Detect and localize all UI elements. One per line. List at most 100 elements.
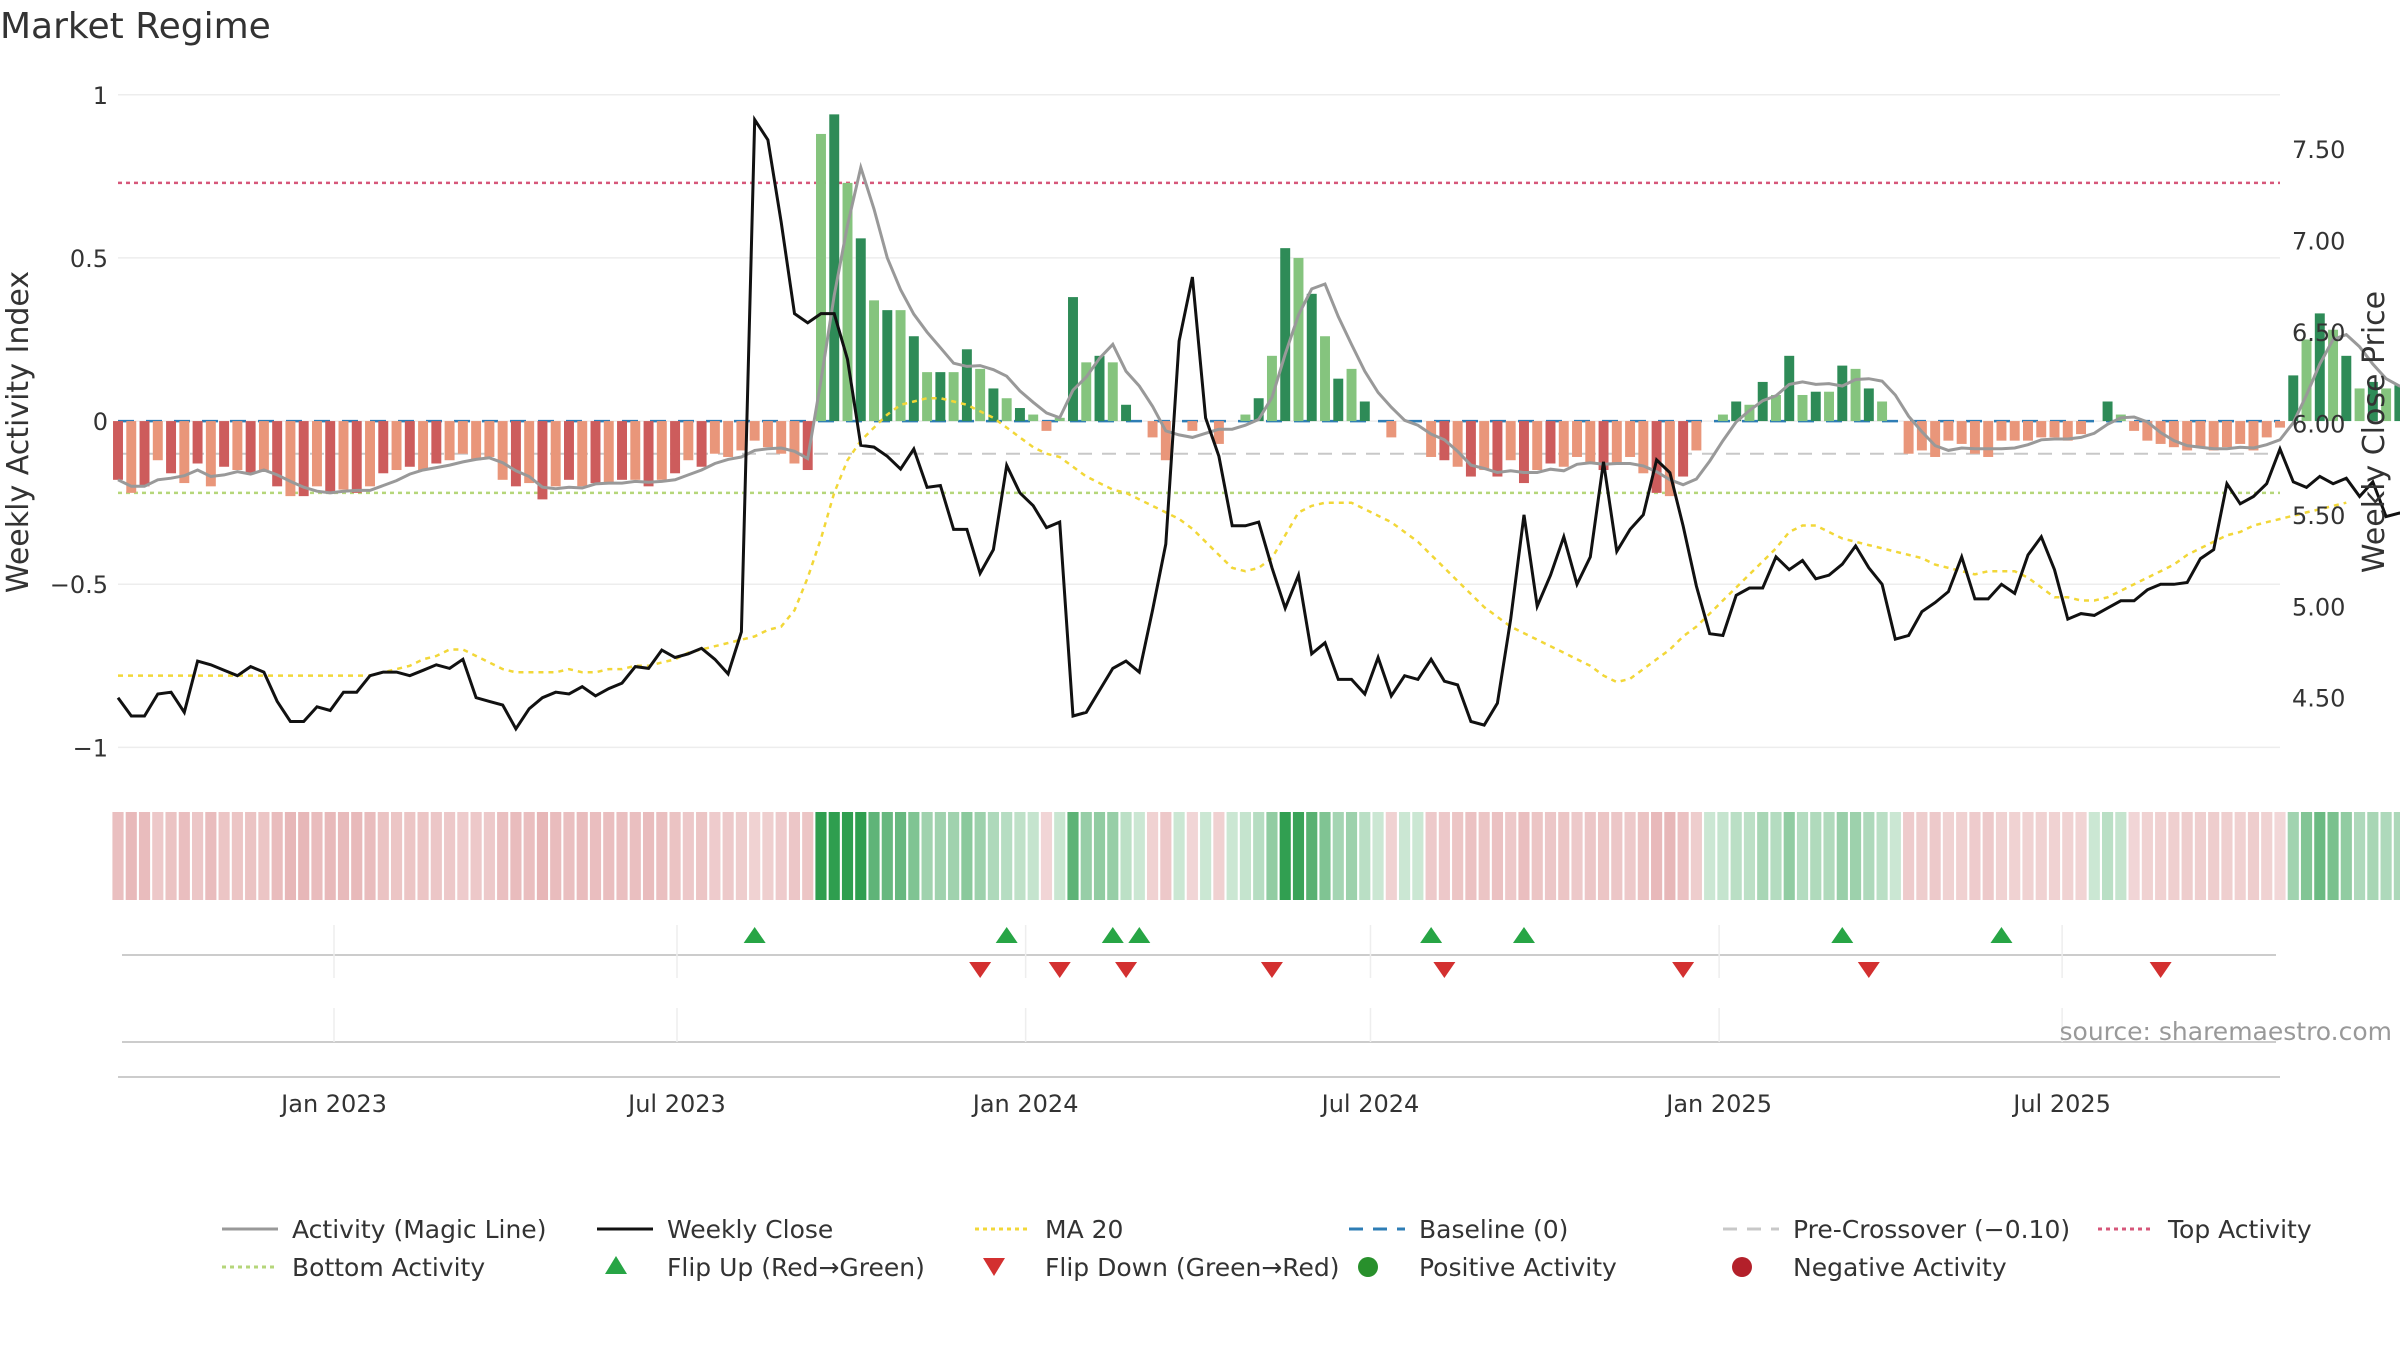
x-tick-label: Jul 2025 — [2011, 1090, 2111, 1118]
activity-bar — [179, 421, 190, 484]
regime-cell — [1903, 812, 1915, 900]
regime-cell — [1704, 812, 1716, 900]
activity-bar — [643, 421, 654, 487]
flip-up-marker — [1128, 927, 1151, 943]
activity-bar — [1028, 414, 1039, 422]
flip-up-marker — [743, 927, 766, 943]
regime-cell — [2287, 812, 2299, 900]
regime-cell — [669, 812, 681, 900]
activity-bar — [1797, 394, 1808, 422]
activity-bar — [2354, 388, 2365, 422]
regime-cell — [324, 812, 336, 900]
ma20-line — [118, 396, 2347, 684]
activity-bar — [961, 349, 972, 422]
activity-bar — [869, 300, 880, 422]
regime-cell — [311, 812, 323, 900]
regime-cell — [1982, 812, 1994, 900]
regime-cell — [1889, 812, 1901, 900]
activity-bar — [1638, 421, 1649, 474]
activity-bar — [1160, 421, 1171, 461]
activity-bar — [166, 421, 177, 474]
regime-cell — [2354, 812, 2366, 900]
flip-down-marker — [1857, 962, 1880, 978]
activity-bar — [1903, 421, 1914, 454]
activity-bar — [1359, 401, 1370, 422]
activity-bar — [404, 421, 415, 467]
regime-cell — [1664, 812, 1676, 900]
regime-cell — [1823, 812, 1835, 900]
activity-bar — [1240, 414, 1251, 422]
regime-cell — [2101, 812, 2114, 900]
activity-bar — [2275, 421, 2285, 428]
regime-cell — [1266, 812, 1278, 900]
regime-cell — [1359, 812, 1371, 900]
legend-swatch — [983, 1258, 1005, 1276]
regime-cell — [483, 812, 495, 900]
legend-item-close: Weekly Close — [597, 1215, 833, 1244]
regime-cell — [1505, 812, 1517, 900]
activity-bar — [922, 372, 933, 422]
regime-cell — [1929, 812, 1941, 900]
regime-cell — [974, 812, 986, 900]
regime-cell — [1080, 812, 1092, 900]
regime-cell — [2009, 812, 2021, 900]
activity-bar — [2394, 385, 2400, 422]
activity-bar — [2142, 421, 2153, 441]
activity-bar — [524, 421, 535, 484]
activity-bar — [2301, 339, 2312, 422]
activity-bar — [2102, 401, 2113, 422]
activity-bar — [908, 336, 919, 422]
activity-bar — [484, 421, 495, 457]
regime-cell — [2261, 812, 2273, 900]
x-tick-label: Jul 2023 — [626, 1090, 726, 1118]
regime-cell — [1306, 812, 1318, 900]
regime-cell — [1942, 812, 1954, 900]
regime-cell — [934, 812, 946, 900]
activity-bar — [1930, 421, 1941, 457]
activity-bar — [1054, 417, 1065, 422]
regime-cell — [536, 812, 549, 900]
right-tick-label: 5.50 — [2292, 502, 2345, 530]
regime-cell — [284, 812, 297, 900]
activity-bar — [1611, 421, 1622, 464]
activity-bar — [192, 421, 203, 464]
magic-line — [117, 161, 2400, 495]
activity-bar — [537, 421, 548, 500]
regime-cell — [1345, 812, 1358, 900]
regime-cell — [1810, 812, 1822, 900]
regime-cell — [961, 812, 973, 900]
legend-label: MA 20 — [1045, 1215, 1123, 1244]
regime-cell — [735, 812, 747, 900]
activity-bar — [351, 421, 362, 493]
legend-item-baseline: Baseline (0) — [1349, 1215, 1568, 1244]
regime-cell — [1544, 812, 1557, 900]
activity-bar — [1280, 248, 1291, 422]
activity-bar — [2288, 375, 2299, 422]
regime-cell — [855, 812, 867, 900]
regime-cell — [2393, 812, 2400, 900]
activity-bar — [431, 421, 442, 464]
flip-down-marker — [1260, 962, 1283, 978]
activity-bar — [1651, 421, 1662, 493]
regime-cell — [696, 812, 708, 900]
activity-bar — [1426, 421, 1437, 457]
regime-cell — [1611, 812, 1623, 900]
right-tick-label: 7.50 — [2292, 136, 2345, 164]
activity-bar — [1293, 257, 1304, 422]
activity-bar — [550, 421, 561, 487]
regime-cell — [1399, 812, 1411, 900]
left-tick-label: 0.5 — [70, 245, 108, 273]
activity-bar — [603, 421, 614, 484]
activity-bar — [1333, 378, 1344, 422]
activity-bar — [298, 421, 309, 497]
regime-cell — [2075, 812, 2087, 900]
regime-cell — [1292, 812, 1305, 900]
activity-bar — [1916, 421, 1927, 451]
flip-down-marker — [1672, 962, 1695, 978]
main-gridlines — [118, 94, 2280, 749]
flip-up-marker — [995, 927, 1018, 943]
legend-item-top: Top Activity — [2098, 1215, 2312, 1244]
activity-bar — [683, 421, 694, 461]
regime-cell — [1054, 812, 1066, 900]
regime-cell — [2088, 812, 2100, 900]
